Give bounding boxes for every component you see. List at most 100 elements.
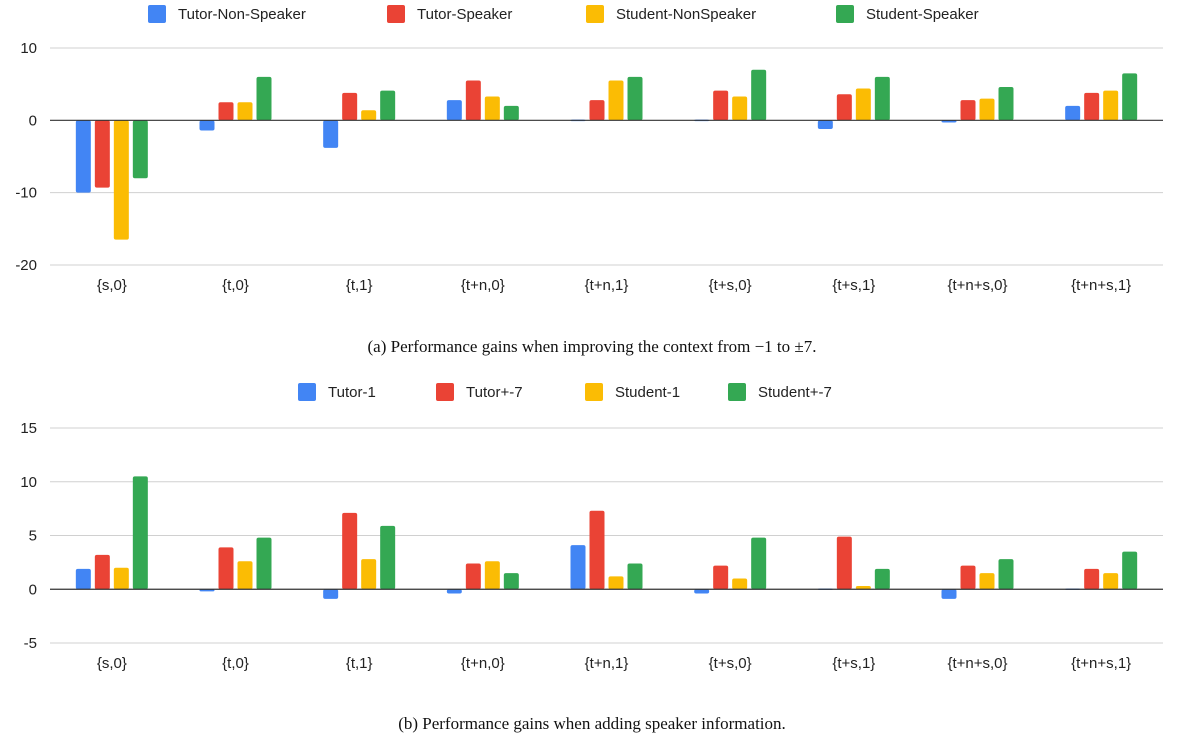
bar-student-speaker [1122,73,1138,121]
bar-tutor-speaker [342,92,358,121]
legend-label: Tutor-1 [328,384,376,401]
bar-tutor-speaker [1084,92,1100,121]
bar-student-1 [484,561,500,590]
legend-label: Tutor-Non-Speaker [178,6,306,23]
bar-student-1 [361,559,377,590]
legend-swatch [148,5,166,23]
x-tick-label: {t+n+s,0} [947,277,1007,294]
bar-student-speaker [751,69,767,121]
bar-tutor-7 [465,563,481,590]
bar-student-7 [998,559,1014,590]
y-tick-label: 0 [29,581,37,598]
y-tick-label: 15 [20,420,37,437]
x-tick-label: {s,0} [97,277,127,294]
chart-caption: (a) Performance gains when improving the… [368,337,817,356]
bar-tutor-1 [694,589,710,594]
y-tick-label: -10 [15,185,37,202]
bar-tutor-speaker [465,80,481,121]
bar-student-7 [256,537,272,590]
x-tick-label: {t+n+s,1} [1071,655,1131,672]
bar-student-speaker [874,76,890,121]
bar-tutor-1 [446,589,462,594]
legend-swatch [728,383,746,401]
bar-student-speaker [132,120,148,179]
bar-student-1 [979,573,995,590]
y-tick-label: 10 [20,474,37,491]
x-tick-label: {t+s,1} [832,655,875,672]
bar-tutor-speaker [713,90,729,121]
bar-tutor-1 [323,589,339,599]
y-tick-label: -20 [15,257,37,274]
legend-swatch [586,5,604,23]
legend-label: Student-Speaker [866,6,979,23]
x-tick-label: {t,0} [222,277,249,294]
bar-student-speaker [380,90,396,121]
bar-tutor-1 [75,568,91,590]
bar-student-speaker [998,87,1014,121]
chart-a: 10 0 -10 -20 {s,0} {t,0} {t,1} {t+n,0} {t+n,1} {t… [15,5,1163,356]
bar-tutor-7 [960,565,976,590]
bar-student-1 [113,567,129,590]
x-tick-label: {t,1} [346,655,373,672]
bar-tutor-7 [713,565,729,590]
bar-student-nonspeaker [113,120,129,240]
bar-student-speaker [627,76,643,121]
x-tick-label: {t,0} [222,655,249,672]
bar-student-nonspeaker [361,110,377,121]
bar-student-7 [132,476,148,590]
bar-student-7 [751,537,767,590]
bar-student-nonspeaker [1103,90,1119,121]
bar-tutor-non-speaker [1065,105,1081,121]
chart-b: 15 10 5 0 -5 {s,0} {t,0} {t,1} {t+n,0} {t+n,1} {t+… [20,383,1163,733]
bar-tutor-non-speaker [446,100,462,121]
legend-label: Student-1 [615,384,680,401]
chart-caption: (b) Performance gains when adding speake… [398,714,786,733]
bar-tutor-7 [342,512,358,590]
bar-tutor-7 [218,547,234,590]
bar-student-7 [1122,551,1138,590]
bar-student-7 [627,563,643,590]
bar-tutor-1 [941,589,957,599]
bar-tutor-speaker [960,100,976,121]
legend-swatch [387,5,405,23]
legend-swatch [585,383,603,401]
x-tick-label: {t+n,1} [585,277,629,294]
x-tick-label: {t+n,1} [585,655,629,672]
x-tick-label: {s,0} [97,655,127,672]
x-tick-label: {t+n,0} [461,277,505,294]
bar-student-nonspeaker [484,96,500,121]
bar-student-1 [608,576,624,590]
bar-student-7 [874,568,890,590]
x-tick-label: {t+s,1} [832,277,875,294]
x-tick-label: {t+n+s,1} [1071,277,1131,294]
x-tick-label: {t+n+s,0} [947,655,1007,672]
y-tick-label: 0 [29,112,37,129]
y-tick-label: 5 [29,528,37,545]
legend-swatch [436,383,454,401]
bar-student-7 [503,573,519,590]
bar-tutor-non-speaker [75,120,91,193]
bar-student-nonspeaker [732,96,748,121]
bar-tutor-7 [1084,568,1100,590]
bar-student-1 [237,561,253,590]
bar-student-7 [380,525,396,590]
bar-tutor-non-speaker [817,120,833,130]
legend-label: Tutor-Speaker [417,6,512,23]
bar-tutor-1 [570,545,586,590]
bar-tutor-7 [589,510,605,590]
bar-tutor-7 [94,554,110,590]
bar-tutor-speaker [589,100,605,121]
legend-swatch [298,383,316,401]
x-tick-label: {t,1} [346,277,373,294]
bar-student-nonspeaker [237,102,253,121]
bar-tutor-non-speaker [199,120,215,131]
y-tick-label: -5 [24,635,37,652]
legend-label: Tutor+-7 [466,384,523,401]
bar-student-1 [855,586,871,590]
bar-student-nonspeaker [855,88,871,121]
bar-student-1 [732,578,748,590]
bar-student-nonspeaker [979,98,995,121]
x-tick-label: {t+s,0} [709,655,752,672]
x-tick-label: {t+n,0} [461,655,505,672]
